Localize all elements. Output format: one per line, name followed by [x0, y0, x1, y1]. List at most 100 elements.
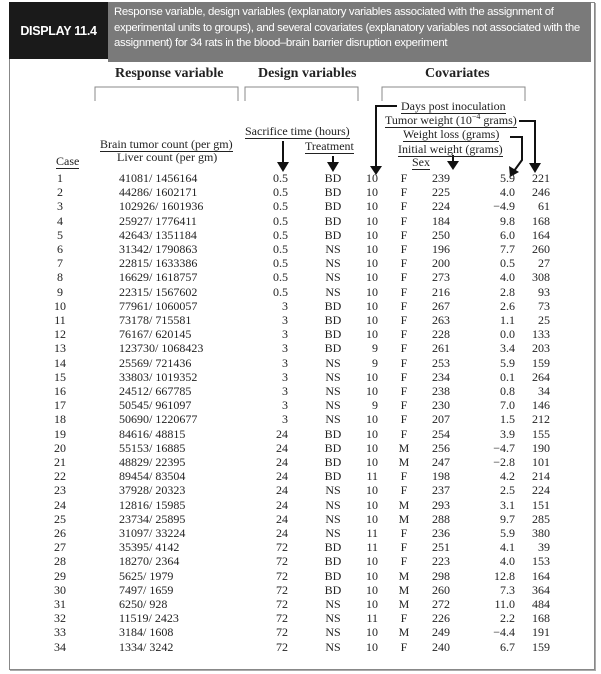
sacrifice-time-cell: 72	[276, 625, 288, 640]
sacrifice-time-cell: 24	[276, 469, 288, 484]
group-covariates: Covariates	[425, 66, 490, 81]
sex-cell: F	[400, 242, 408, 256]
header-tumor-weight: Tumor weight (10−4 grams)	[385, 112, 517, 128]
days-cell: 10	[366, 384, 378, 398]
initial-weight-cell: 207	[432, 412, 450, 427]
weight-loss-cell: 4.2	[500, 469, 515, 484]
treatment-cell: BD	[324, 298, 342, 313]
days-cell: 10	[366, 412, 378, 427]
sacrifice-time-cell: 3	[282, 398, 288, 413]
tumor-weight-cell: 73	[538, 298, 550, 313]
sacrifice-time-cell: 0.5	[273, 199, 288, 214]
tumor-weight-cell: 260	[532, 242, 550, 256]
brain-liver-cell: 25569/ 721436	[119, 355, 192, 370]
header-brain-tumor-count: Brain tumor count (per gm)	[100, 137, 233, 152]
weight-loss-cell: 3.1	[500, 497, 515, 512]
weight-loss-cell: 7.7	[500, 242, 515, 256]
weight-loss-cell: 7.3	[500, 582, 515, 597]
weight-loss-cell: 2.5	[500, 483, 515, 498]
initial-weight-cell: 198	[432, 469, 450, 484]
tumor-weight-cell: 212	[532, 412, 550, 427]
weight-loss-cell: 12.8	[494, 568, 515, 583]
sacrifice-time-cell: 72	[276, 540, 288, 555]
weight-loss-cell: 9.7	[500, 511, 515, 526]
initial-weight-cell: 261	[432, 341, 450, 356]
brain-liver-cell: 24512/ 667785	[119, 384, 192, 398]
sex-cell: F	[400, 639, 408, 654]
sacrifice-time-cell: 24	[276, 440, 288, 455]
initial-weight-cell: 216	[432, 284, 450, 299]
brain-liver-cell: 77961/ 1060057	[119, 298, 198, 313]
weight-loss-cell: 7.0	[500, 398, 515, 413]
treatment-cell: NS	[325, 497, 341, 512]
days-cell: 10	[366, 298, 378, 313]
weight-loss-cell: −2.8	[493, 455, 515, 469]
brain-liver-cell: 7497/ 1659	[119, 582, 174, 597]
case-cell: 24	[54, 497, 66, 512]
initial-weight-cell: 293	[432, 497, 450, 512]
tumor-weight-cell: 27	[538, 256, 550, 271]
tumor-weight-cell: 484	[532, 597, 550, 611]
days-cell: 10	[366, 554, 378, 569]
days-cell: 10	[366, 511, 378, 526]
case-cell: 10	[54, 298, 66, 313]
days-cell: 10	[366, 597, 378, 611]
case-cell: 12	[54, 327, 66, 342]
brain-liver-cell: 31097/ 33224	[119, 526, 186, 540]
case-cell: 7	[57, 256, 63, 271]
weight-loss-cell: −4.7	[493, 440, 515, 455]
case-cell: 32	[54, 611, 66, 626]
initial-weight-cell: 223	[432, 554, 450, 569]
sex-cell: F	[400, 554, 408, 569]
sacrifice-time-cell: 24	[276, 497, 288, 512]
brain-liver-cell: 5625/ 1979	[119, 568, 174, 583]
brain-liver-cell: 3184/ 1608	[119, 625, 174, 640]
case-cell: 30	[54, 582, 66, 597]
initial-weight-cell: 226	[432, 611, 450, 626]
treatment-cell: BD	[324, 313, 342, 327]
weight-loss-cell: 0.0	[500, 327, 515, 342]
tumor-weight-cell: 191	[532, 625, 550, 640]
treatment-cell: BD	[324, 171, 342, 185]
brain-liver-cell: 42643/ 1351184	[119, 227, 197, 242]
tumor-weight-cell: 285	[532, 511, 550, 526]
case-cell: 34	[54, 639, 66, 654]
treatment-cell: NS	[325, 526, 341, 540]
treatment-cell: BD	[324, 199, 342, 214]
case-cell: 4	[57, 213, 63, 228]
days-cell: 10	[366, 171, 378, 185]
tumor-weight-cell: 133	[532, 327, 550, 342]
treatment-cell: NS	[325, 355, 341, 370]
case-cell: 31	[54, 597, 66, 611]
days-cell: 10	[366, 227, 378, 242]
sex-cell: F	[400, 298, 408, 313]
brain-liver-cell: 41081/ 1456164	[119, 171, 198, 185]
case-cell: 17	[54, 398, 66, 413]
brain-liver-cell: 31342/ 1790863	[119, 242, 198, 256]
initial-weight-cell: 240	[432, 639, 450, 654]
case-cell: 28	[54, 554, 66, 569]
sacrifice-time-cell: 72	[276, 639, 288, 654]
brain-liver-cell: 123730/ 1068423	[119, 341, 204, 356]
brain-liver-cell: 73178/ 715581	[119, 313, 192, 327]
days-cell: 9	[372, 398, 378, 413]
weight-loss-cell: 5.9	[500, 355, 515, 370]
header-initial-weight: Initial weight (grams)	[398, 142, 503, 157]
sex-cell: F	[400, 611, 408, 626]
days-cell: 10	[366, 568, 378, 583]
initial-weight-cell: 239	[432, 171, 450, 185]
sex-cell: F	[400, 341, 408, 356]
tumor-weight-cell: 168	[532, 213, 550, 228]
initial-weight-cell: 256	[432, 440, 450, 455]
sacrifice-time-cell: 3	[282, 355, 288, 370]
treatment-cell: BD	[324, 582, 342, 597]
sex-cell: F	[400, 469, 408, 484]
sex-cell: M	[398, 582, 410, 597]
sacrifice-time-cell: 0.5	[273, 227, 288, 242]
brain-liver-cell: 44286/ 1602171	[119, 185, 198, 200]
brain-liver-cell: 22815/ 1633386	[119, 256, 198, 271]
header-treatment: Treatment	[305, 139, 354, 154]
treatment-cell: NS	[325, 412, 341, 427]
tumor-weight-cell: 153	[532, 554, 550, 569]
